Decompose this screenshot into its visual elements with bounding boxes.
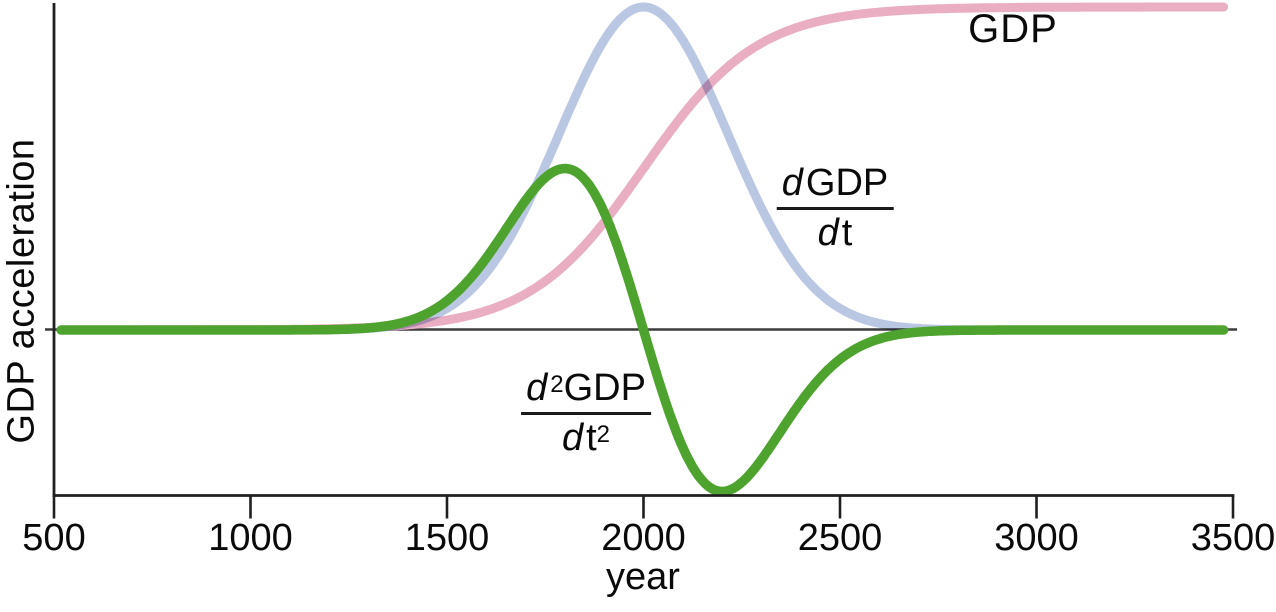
x-axis-label: year xyxy=(606,556,680,598)
first-derivative-denominator: dt xyxy=(777,210,894,253)
italic-d: d xyxy=(526,367,548,409)
first-derivative-label: dGDP dt xyxy=(776,162,894,253)
x-tick-label: 3000 xyxy=(994,517,1079,559)
x-tick-label: 2000 xyxy=(601,517,686,559)
italic-d: d xyxy=(817,211,839,254)
first-derivative-numerator: dGDP xyxy=(776,162,894,210)
gdp-text: GDP xyxy=(805,162,889,204)
x-tick-label: 3500 xyxy=(1190,517,1276,559)
superscript-2: 2 xyxy=(596,420,611,448)
italic-d: d xyxy=(561,416,584,459)
curves-layer xyxy=(45,2,1237,497)
gdp-curve-label: GDP xyxy=(968,7,1058,51)
gdp-text: GDP xyxy=(563,367,646,409)
x-tick-label: 1000 xyxy=(208,517,293,559)
italic-d: d xyxy=(781,162,803,204)
x-tick-label: 2500 xyxy=(797,517,883,559)
d2gdp-curve xyxy=(56,163,1229,497)
x-tick-label: 1500 xyxy=(404,517,490,559)
t-text: t xyxy=(841,211,853,254)
x-tick-label: 500 xyxy=(22,517,86,559)
t-text: t xyxy=(586,416,597,459)
second-derivative-label: d 2GDP dt2 xyxy=(521,369,651,458)
second-derivative-denominator: dt2 xyxy=(521,415,651,458)
axes-layer xyxy=(52,3,1235,519)
y-axis-label: GDP acceleration xyxy=(0,138,43,444)
gdp-curve xyxy=(56,2,1229,335)
superscript-2: 2 xyxy=(550,371,564,398)
second-derivative-numerator: d 2GDP xyxy=(521,369,651,415)
